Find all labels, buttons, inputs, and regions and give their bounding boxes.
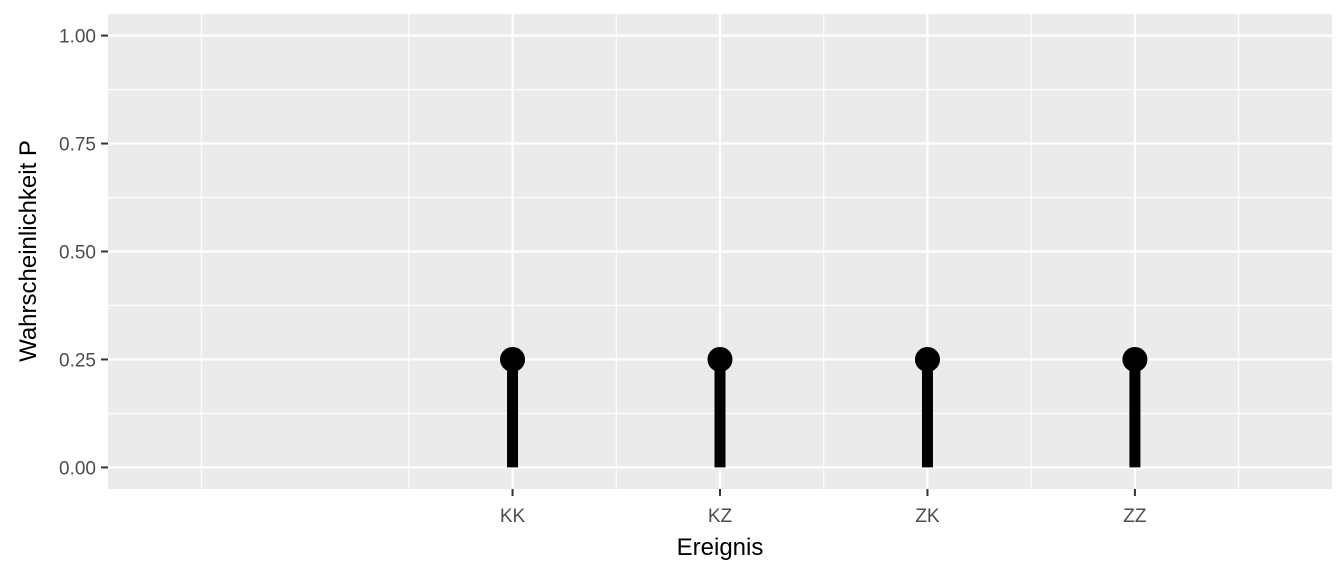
point-kk	[500, 346, 526, 372]
x-tick-label: ZK	[915, 506, 940, 527]
y-tick-label: 1.00	[59, 27, 96, 48]
point-zk	[914, 346, 940, 372]
point-zz	[1122, 346, 1148, 372]
y-tick-label: 0.00	[59, 458, 96, 479]
x-tick-label: KK	[500, 506, 526, 527]
y-axis-title: Wahrscheinlichkeit P	[15, 140, 42, 362]
chart-marks	[500, 346, 1148, 468]
y-tick-label: 0.50	[59, 243, 96, 264]
y-tick-label: 0.25	[59, 350, 96, 371]
x-axis-title: Ereignis	[677, 534, 764, 561]
point-kz	[707, 346, 733, 372]
y-tick-label: 0.75	[59, 135, 96, 156]
x-tick-label: KZ	[708, 506, 733, 527]
x-tick-label: ZZ	[1123, 506, 1147, 527]
axes: 0.00 0.25 0.50 0.75 1.00 KK KZ ZK ZZ	[59, 27, 1147, 527]
